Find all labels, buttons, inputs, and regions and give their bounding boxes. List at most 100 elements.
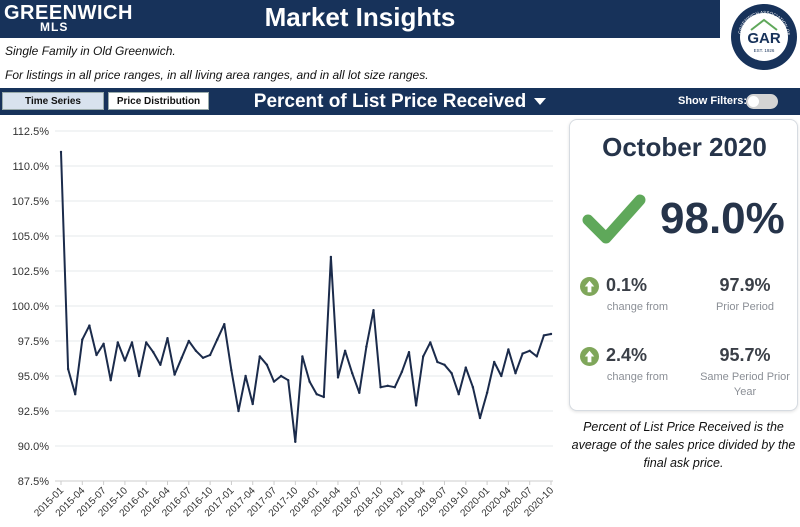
data-point <box>194 349 198 352</box>
data-point <box>81 338 84 341</box>
data-point <box>329 255 333 259</box>
data-point <box>336 376 340 379</box>
data-point <box>294 440 297 443</box>
data-point <box>379 386 382 389</box>
logo-wordmark[interactable]: GREENWICH <box>4 2 133 24</box>
metric-definition-note: Percent of List Price Received is the av… <box>571 420 796 470</box>
data-point <box>109 379 112 382</box>
toggle-knob <box>748 96 759 107</box>
prior-period-value: 97.9% <box>719 275 771 295</box>
data-point <box>471 386 475 389</box>
change-prior-period-value: 0.1% <box>606 275 648 295</box>
data-point <box>407 351 411 354</box>
data-point <box>414 404 418 407</box>
data-point <box>493 360 496 364</box>
data-point <box>173 373 176 376</box>
data-point <box>386 384 389 387</box>
data-point <box>265 363 269 366</box>
y-tick-label: 110.0% <box>13 161 50 173</box>
change-prior-period-label: change from <box>606 301 669 313</box>
seal-est: EST. 1926 <box>754 48 775 53</box>
data-point <box>180 356 183 359</box>
data-point <box>287 379 290 382</box>
y-tick-label: 107.5% <box>12 196 50 208</box>
data-point <box>528 349 531 352</box>
y-tick-label: 87.5% <box>18 476 49 488</box>
data-point <box>436 360 439 364</box>
data-point <box>208 353 212 357</box>
data-point <box>542 334 546 337</box>
data-point <box>507 348 510 351</box>
seal-letters: GAR <box>747 30 781 47</box>
data-point <box>514 372 517 375</box>
data-point <box>301 355 304 358</box>
arrow-up-icon <box>580 277 599 296</box>
metric-dropdown[interactable]: Percent of List Price Received <box>250 90 550 114</box>
data-point <box>450 372 453 375</box>
data-point <box>500 374 503 378</box>
series-line <box>60 151 552 443</box>
data-point <box>159 363 162 366</box>
data-point <box>88 324 91 327</box>
data-point <box>223 323 226 326</box>
data-point <box>152 351 155 354</box>
y-tick-label: 102.5% <box>12 266 50 278</box>
data-point <box>137 374 141 378</box>
data-point <box>315 393 318 396</box>
page-title: Market Insights <box>264 2 456 32</box>
line-chart: 87.5% 90.0% 92.5% 95.0% 97.5% 100.0% 102.5% 105… <box>12 126 557 519</box>
data-point <box>216 338 219 341</box>
metric-dropdown-label: Percent of List Price Received <box>253 91 527 112</box>
arrow-up-icon <box>580 347 599 366</box>
change-prior-year-value: 2.4% <box>606 345 648 365</box>
data-point <box>322 395 325 399</box>
data-point <box>535 355 538 358</box>
data-point <box>443 363 446 366</box>
y-tick-label: 100.0% <box>12 301 50 313</box>
data-point <box>258 355 261 358</box>
data-point <box>422 355 425 358</box>
data-point <box>351 372 354 375</box>
seal-roof-icon <box>750 18 778 31</box>
data-point <box>66 367 70 371</box>
show-filters-toggle[interactable] <box>746 94 778 109</box>
data-point <box>59 150 63 154</box>
data-point <box>429 341 432 344</box>
subtitle-property-type: Single Family in Old Greenwich. <box>5 44 176 58</box>
seal-inner-disc <box>740 13 788 61</box>
y-tick-label: 92.5% <box>18 406 49 418</box>
data-point <box>237 409 240 413</box>
gar-seal-logo[interactable]: GREENWICH ASSOCIATION OF REALTORS GAR ES… <box>729 2 799 72</box>
data-point <box>485 391 489 394</box>
subtitle-filters-summary: For listings in all price ranges, in all… <box>5 68 429 82</box>
data-point <box>123 359 127 362</box>
data-point <box>116 341 120 344</box>
chevron-down-icon <box>534 98 547 105</box>
show-filters-label: Show Filters: <box>678 95 748 107</box>
data-point <box>95 353 98 357</box>
summary-value: 98.0% <box>660 194 785 243</box>
data-point <box>145 341 148 344</box>
data-point <box>343 349 347 352</box>
data-point <box>308 380 311 383</box>
logo-subtext: MLS <box>40 20 69 34</box>
data-point <box>393 386 396 389</box>
tab-time-series[interactable]: Time Series <box>2 92 104 110</box>
change-prior-year-label: change from <box>606 371 669 383</box>
data-point <box>549 332 553 336</box>
tab-price-distribution-label: Price Distribution <box>116 95 201 107</box>
y-tick-label: 97.5% <box>18 336 49 348</box>
y-tick-label: 95.0% <box>18 371 49 383</box>
summary-card: October 2020 98.0% 0.1% change from 97.9… <box>569 119 798 411</box>
y-tick-label: 105.0% <box>12 231 50 243</box>
data-point <box>365 345 368 348</box>
header-bar: GREENWICH MLS Market Insights <box>0 0 720 38</box>
data-point <box>478 416 482 420</box>
data-point <box>102 342 105 345</box>
tab-time-series-label: Time Series <box>25 95 81 107</box>
toolbar: Time Series Price Distribution Percent o… <box>0 88 800 115</box>
summary-period: October 2020 <box>602 132 767 162</box>
data-point <box>244 374 247 378</box>
tab-price-distribution[interactable]: Price Distribution <box>108 92 209 110</box>
